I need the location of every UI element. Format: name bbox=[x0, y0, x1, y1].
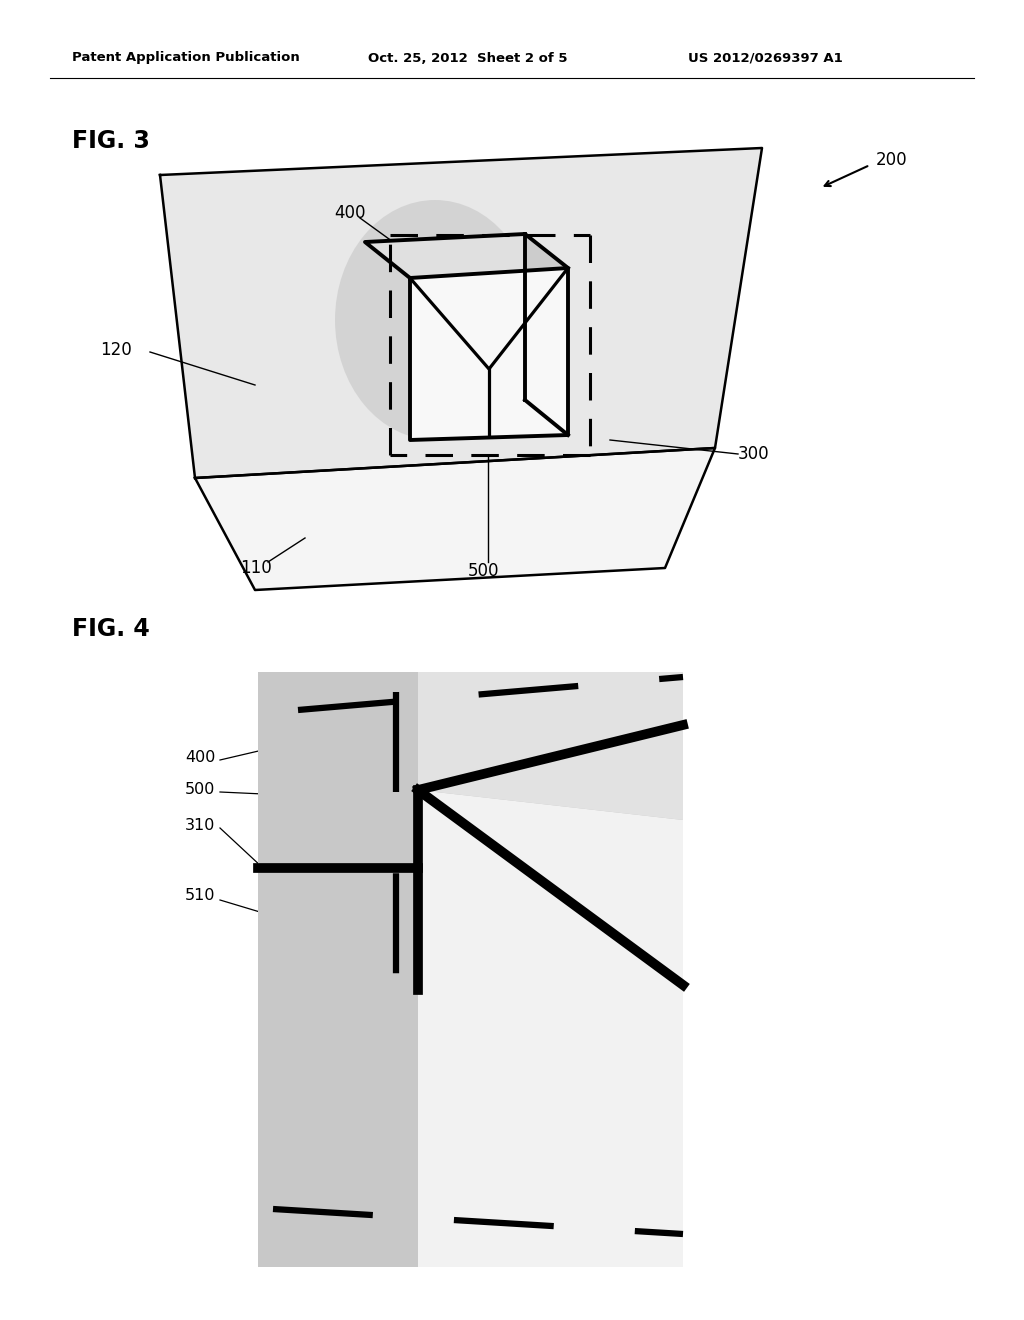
Polygon shape bbox=[195, 447, 715, 590]
Polygon shape bbox=[410, 268, 568, 440]
Text: Oct. 25, 2012  Sheet 2 of 5: Oct. 25, 2012 Sheet 2 of 5 bbox=[368, 51, 567, 65]
Bar bbox=[258, 672, 683, 1267]
Polygon shape bbox=[160, 148, 762, 478]
Text: 300: 300 bbox=[738, 445, 770, 463]
Ellipse shape bbox=[335, 201, 535, 440]
Text: 310: 310 bbox=[185, 818, 215, 833]
Text: 200: 200 bbox=[876, 150, 907, 169]
Polygon shape bbox=[525, 234, 568, 436]
Polygon shape bbox=[418, 672, 683, 820]
Polygon shape bbox=[418, 789, 683, 1267]
Text: 120: 120 bbox=[100, 341, 132, 359]
Polygon shape bbox=[365, 234, 568, 279]
Text: 110: 110 bbox=[240, 558, 271, 577]
Text: 500: 500 bbox=[468, 562, 500, 579]
Text: 500: 500 bbox=[185, 783, 215, 797]
Text: US 2012/0269397 A1: US 2012/0269397 A1 bbox=[688, 51, 843, 65]
Text: FIG. 4: FIG. 4 bbox=[72, 616, 150, 642]
Text: 300: 300 bbox=[625, 858, 655, 873]
Text: 400: 400 bbox=[334, 205, 366, 222]
Text: 510: 510 bbox=[185, 888, 215, 903]
Text: Patent Application Publication: Patent Application Publication bbox=[72, 51, 300, 65]
Text: 400: 400 bbox=[185, 751, 215, 766]
Text: FIG. 3: FIG. 3 bbox=[72, 129, 150, 153]
